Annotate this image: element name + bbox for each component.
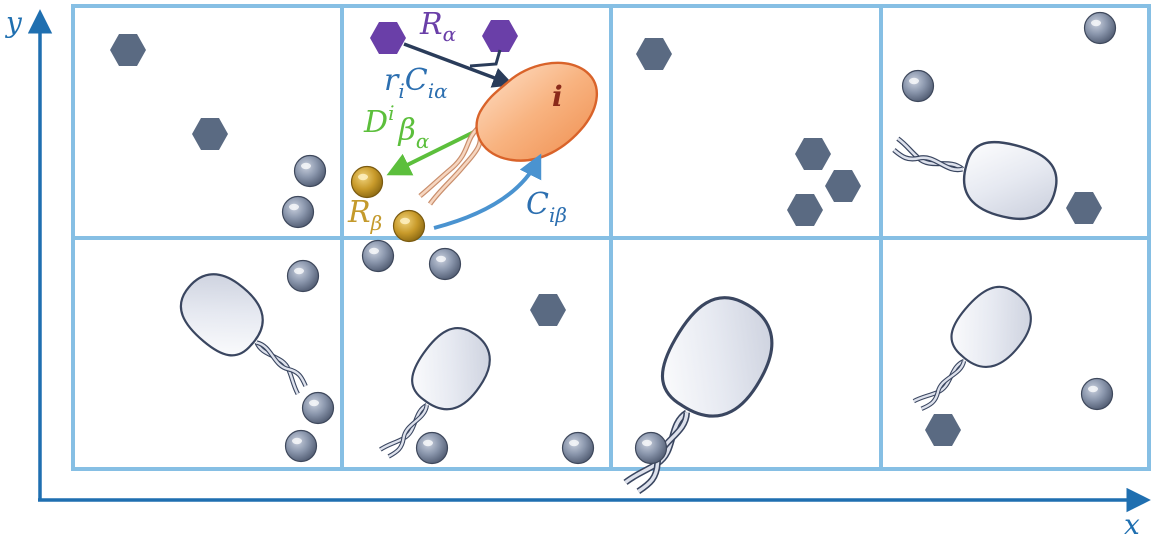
cell-bottom-3 bbox=[600, 282, 789, 516]
cell-i-label: i bbox=[552, 80, 563, 113]
cross-feeding-arrow bbox=[433, 153, 542, 230]
sphere-resource-icon bbox=[281, 195, 315, 229]
hexagon-resource-icon bbox=[192, 118, 228, 150]
cell-bottom-4 bbox=[898, 275, 1114, 446]
sphere-resource-icon bbox=[286, 259, 320, 293]
r-beta-label: Rβ bbox=[347, 195, 382, 235]
cell-top-4 bbox=[885, 11, 1117, 228]
sphere-resource-icon bbox=[415, 431, 449, 465]
grid bbox=[71, 4, 1151, 471]
sphere-resource-icon bbox=[561, 431, 595, 465]
axes: y x bbox=[4, 6, 1151, 540]
y-axis-label: y bbox=[4, 6, 23, 39]
sphere-resource-icon bbox=[1083, 11, 1117, 45]
sphere-resource-icon bbox=[293, 154, 327, 188]
cell-bottom-2 bbox=[361, 239, 595, 477]
secretion-label: Di βα bbox=[363, 101, 430, 153]
hexagon-resource-icon bbox=[636, 38, 672, 70]
sphere-resource-icon bbox=[1080, 377, 1114, 411]
hexagon-resource-icon bbox=[795, 138, 831, 170]
hexagon-resource-icon bbox=[110, 34, 146, 66]
cell-bottom-1 bbox=[168, 259, 335, 463]
cell-top-3 bbox=[636, 38, 861, 226]
focal-cell-i: i bbox=[418, 61, 599, 206]
purple-hexagon-icon bbox=[370, 22, 406, 54]
hexagon-resource-icon bbox=[530, 294, 566, 326]
uptake-rate-label: riCiα bbox=[384, 63, 448, 103]
uptake-branch bbox=[469, 49, 502, 68]
x-axis-label: x bbox=[1124, 508, 1140, 540]
bacterium-icon bbox=[600, 282, 789, 516]
r-alpha-label: Rα bbox=[419, 7, 457, 46]
cell-top-2: Rα riCiα Di βα i Rβ Ciβ bbox=[347, 7, 599, 243]
sphere-resource-icon bbox=[361, 239, 395, 273]
gold-sphere-icon bbox=[392, 209, 426, 243]
uptake-arrow bbox=[403, 42, 514, 88]
hexagon-resource-icon bbox=[825, 170, 861, 202]
cross-feeding-label: Ciβ bbox=[526, 187, 567, 227]
sphere-resource-icon bbox=[634, 431, 668, 465]
hexagon-resource-icon bbox=[1066, 192, 1102, 224]
secretion-arrow bbox=[386, 128, 479, 176]
cell-top-1 bbox=[110, 34, 327, 229]
sphere-resource-icon bbox=[301, 391, 335, 425]
sphere-resource-icon bbox=[428, 247, 462, 281]
hexagon-resource-icon bbox=[787, 194, 823, 226]
bacterium-icon bbox=[898, 275, 1044, 431]
gold-sphere-icon bbox=[350, 165, 384, 199]
sphere-resource-icon bbox=[284, 429, 318, 463]
hexagon-resource-icon bbox=[925, 414, 961, 446]
purple-hexagon-icon bbox=[482, 20, 518, 52]
bacterium-icon bbox=[885, 117, 1064, 227]
sphere-resource-icon bbox=[901, 69, 935, 103]
